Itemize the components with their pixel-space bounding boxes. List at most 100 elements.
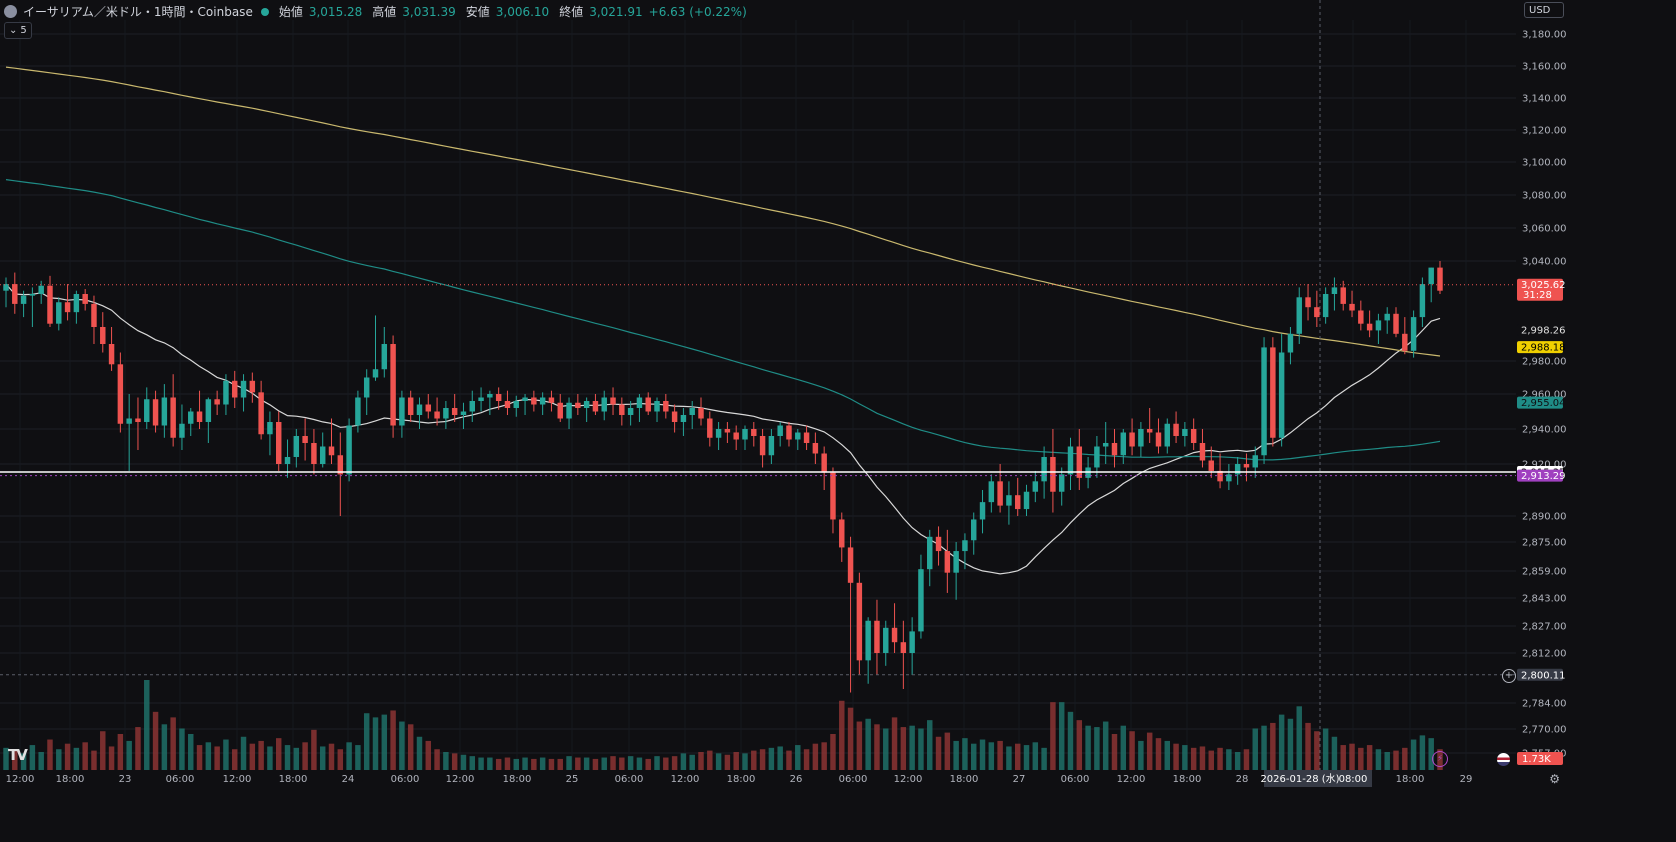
volume-bar — [1278, 714, 1285, 770]
volume-bar — [865, 718, 871, 770]
price-chart[interactable]: 3,180.00 3,160.00 3,140.00 3,120.00 3,100.00… — [0, 0, 1568, 788]
candle-body — [337, 455, 344, 475]
volume-bar — [407, 724, 414, 770]
candle-body — [777, 425, 783, 436]
candle-body — [1111, 443, 1118, 456]
volume-bar — [179, 728, 185, 770]
price-tick-label: 2,890.00 — [1522, 512, 1567, 523]
volume-bar — [575, 757, 581, 770]
symbol-title[interactable]: イーサリアム／米ドル・1時間・Coinbase — [23, 5, 253, 19]
candle-body — [1032, 481, 1039, 492]
volume-bar — [566, 756, 572, 770]
volume-bar — [1410, 739, 1417, 770]
time-tick-label: 23 — [119, 774, 132, 785]
currency-selector[interactable]: USD — [1524, 2, 1564, 18]
time-tick-label: 18:00 — [56, 774, 85, 785]
candle-body — [557, 402, 563, 419]
lightning-icon[interactable]: ⚡ — [1432, 751, 1448, 767]
candle-body — [636, 397, 643, 408]
price-tick-label: 2,784.00 — [1522, 699, 1567, 710]
price-tick-label: 2,843.00 — [1522, 594, 1567, 605]
candle-body — [1331, 287, 1338, 294]
change-value: +6.63 (+0.22%) — [648, 4, 747, 19]
candle-body — [548, 397, 555, 403]
candle-body — [20, 295, 27, 304]
volume-bar — [786, 750, 792, 770]
candle-body — [953, 551, 959, 573]
candle-body — [1058, 474, 1065, 492]
volume-bar — [1226, 749, 1232, 770]
close-value: 3,021.91 — [589, 4, 643, 19]
volume-bar — [1085, 725, 1091, 770]
price-axis[interactable]: 3,180.00 3,160.00 3,140.00 3,120.00 3,100.00… — [1516, 0, 1568, 788]
candle-body — [1173, 423, 1179, 436]
volume-bar — [1217, 747, 1223, 770]
candle-body — [1349, 303, 1355, 311]
price-tick-label: 3,100.00 — [1522, 158, 1567, 169]
candle-body — [73, 294, 80, 313]
time-tick-label: 12:00 — [223, 774, 252, 785]
time-tick-label: 24 — [342, 774, 355, 785]
volume-bar — [47, 739, 53, 770]
candle-body — [152, 399, 159, 426]
add-alert-icon[interactable]: + — [1502, 669, 1516, 683]
price-tick-label: 2,960.00 — [1522, 390, 1567, 401]
candle-body — [1287, 333, 1294, 353]
time-tick-label: 18:00 — [1396, 774, 1425, 785]
candle-body — [319, 446, 326, 464]
candle-body — [100, 327, 106, 344]
volume-bar — [1296, 706, 1302, 770]
volume-bar — [601, 757, 607, 770]
volume-bar — [293, 747, 300, 770]
candle-body — [909, 631, 915, 653]
volume-bar — [944, 732, 951, 770]
ma-yellow-tag: 2,988.18 — [1521, 343, 1566, 354]
volume-bar — [232, 749, 238, 770]
volume-bar — [557, 758, 563, 770]
volume-bar — [117, 734, 124, 770]
volume-bar — [363, 713, 370, 770]
time-axis[interactable]: 12:00 18:00 23 06:00 12:00 18:00 24 06:00 12:00 1… — [0, 770, 1516, 788]
candle-body — [232, 380, 238, 398]
last-price-tag-countdown: 31:28 — [1523, 290, 1552, 301]
candle-body — [900, 642, 907, 653]
candle-body — [1014, 495, 1021, 510]
candle-body — [592, 401, 599, 412]
tradingview-logo-icon[interactable]: TV — [8, 746, 28, 764]
indicator-toggle-button[interactable]: ⌄ 5 — [4, 22, 32, 39]
candle-body — [188, 411, 194, 424]
volume-bar — [548, 758, 555, 770]
candle-body — [258, 392, 264, 435]
candle-body — [733, 432, 739, 440]
close-label: 終値 — [559, 5, 584, 19]
time-tick-label: 06:00 — [615, 774, 644, 785]
candle-body — [328, 446, 335, 456]
crosshair-price-tag: 2,800.11 — [1521, 670, 1566, 681]
candle-body — [161, 397, 168, 426]
candle-body — [381, 344, 388, 370]
volume-bar — [1419, 735, 1426, 770]
candle-body — [1375, 320, 1382, 331]
candle-body — [47, 285, 53, 324]
candle-body — [355, 397, 361, 426]
volume-bar — [214, 746, 220, 770]
ma-yellow-tag-bg — [1517, 341, 1563, 354]
candle-body — [144, 399, 150, 422]
candle-body — [249, 380, 256, 393]
volume-bar — [267, 746, 273, 770]
volume-bar — [847, 707, 854, 770]
candle-body — [883, 627, 889, 653]
volume-bar — [1331, 736, 1338, 770]
volume-bar — [997, 740, 1003, 770]
volume-bar — [935, 736, 942, 770]
candle-body — [1402, 333, 1408, 351]
volume-bar — [56, 749, 62, 770]
purple-level-tag-bg — [1517, 469, 1563, 482]
volume-bar — [883, 728, 889, 770]
volume-bar — [258, 740, 264, 770]
settings-gear-icon[interactable]: ⚙ — [1549, 772, 1560, 786]
price-tick-label: 2,812.00 — [1522, 649, 1567, 660]
volume-bar — [390, 710, 396, 770]
candle-body — [856, 582, 863, 661]
candle-body — [64, 302, 71, 313]
